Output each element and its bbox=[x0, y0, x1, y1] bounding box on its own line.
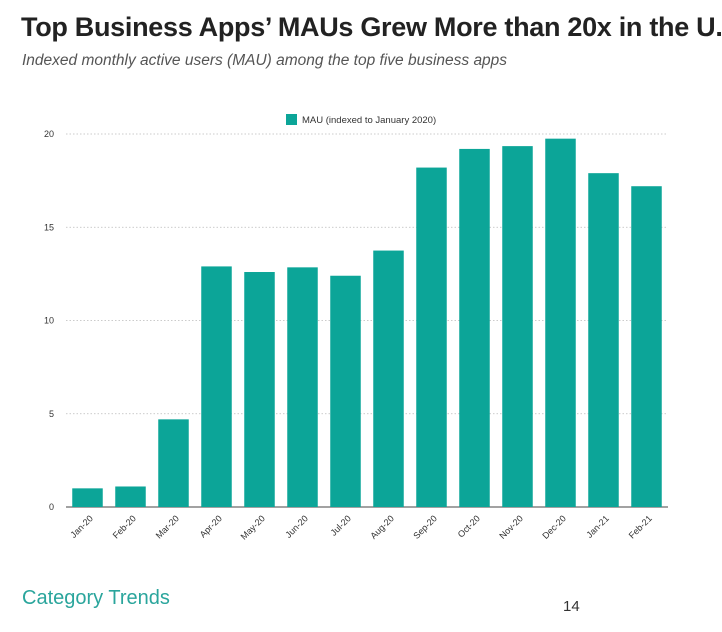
legend-label: MAU (indexed to January 2020) bbox=[302, 115, 436, 126]
y-axis-ticks: 0 5 10 15 20 bbox=[44, 129, 54, 512]
bar-aug-20 bbox=[373, 250, 404, 507]
bar-nov-20 bbox=[502, 146, 533, 507]
bar-feb-21 bbox=[631, 186, 662, 507]
bar-mar-20 bbox=[158, 419, 189, 507]
y-tick-label: 10 bbox=[44, 316, 54, 326]
bar-dec-20 bbox=[545, 138, 576, 507]
x-tick-label: Mar-20 bbox=[154, 513, 181, 540]
x-tick-label: May-20 bbox=[239, 513, 267, 541]
bar-jul-20 bbox=[330, 275, 361, 507]
x-tick-label: Aug-20 bbox=[368, 513, 396, 541]
y-tick-label: 15 bbox=[44, 222, 54, 232]
bar-oct-20 bbox=[459, 148, 490, 508]
x-tick-label: Jul-20 bbox=[329, 513, 353, 537]
y-tick-label: 20 bbox=[44, 129, 54, 139]
bar-apr-20 bbox=[201, 266, 232, 507]
y-tick-label: 5 bbox=[49, 409, 54, 419]
y-tick-label: 0 bbox=[49, 502, 54, 512]
x-tick-label: Jan-21 bbox=[584, 513, 611, 540]
x-tick-label: Dec-20 bbox=[540, 513, 568, 541]
x-tick-label: Nov-20 bbox=[497, 513, 525, 541]
legend-swatch bbox=[286, 114, 297, 125]
x-tick-label: Jan-20 bbox=[68, 513, 95, 540]
bar-may-20 bbox=[244, 272, 275, 507]
bars bbox=[72, 138, 662, 508]
bar-sep-20 bbox=[416, 167, 447, 507]
bar-jan-20 bbox=[72, 488, 103, 507]
x-tick-label: Feb-21 bbox=[627, 513, 654, 540]
gridlines bbox=[66, 133, 668, 508]
chart-subtitle: Indexed monthly active users (MAU) among… bbox=[22, 52, 508, 69]
category-trends-label: Category Trends bbox=[22, 587, 170, 609]
x-tick-label: Oct-20 bbox=[456, 513, 482, 539]
x-tick-label: Jun-20 bbox=[283, 513, 310, 540]
x-tick-label: Feb-20 bbox=[111, 513, 138, 540]
bar-jun-20 bbox=[287, 267, 318, 507]
x-tick-label: Apr-20 bbox=[198, 513, 224, 539]
x-axis-ticks: Jan-20 Feb-20 Mar-20 Apr-20 May-20 Jun-20 Jul-… bbox=[68, 513, 654, 541]
bar-feb-20 bbox=[115, 486, 146, 507]
legend: MAU (indexed to January 2020) bbox=[286, 114, 436, 126]
page-number: 14 bbox=[563, 598, 580, 615]
bar-jan-21 bbox=[588, 173, 619, 508]
x-tick-label: Sep-20 bbox=[411, 513, 439, 541]
chart-title: Top Business Apps’ MAUs Grew More than 2… bbox=[21, 12, 722, 42]
